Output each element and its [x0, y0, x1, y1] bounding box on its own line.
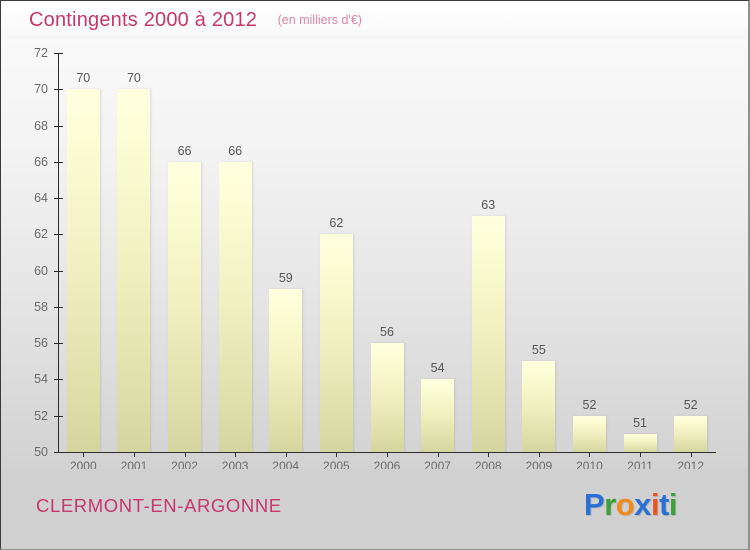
bar-value-label: 70: [76, 71, 91, 86]
bar-value-label: 66: [228, 143, 243, 158]
x-tick-mark: [133, 452, 135, 457]
y-tick-mark: 56: [34, 336, 63, 350]
bar-value-label: 66: [177, 143, 192, 158]
bar: [522, 361, 556, 452]
logo-letter: x: [634, 487, 651, 522]
commune-name: CLERMONT-EN-ARGONNE: [36, 495, 282, 516]
bar: [674, 415, 708, 452]
bar-value-label: 70: [126, 71, 141, 86]
y-tick-label: 52: [34, 408, 48, 423]
bar: [117, 89, 151, 452]
y-tick-label: 56: [34, 336, 48, 351]
title-row: Contingents 2000 à 2012 (en milliers d'€…: [29, 9, 362, 32]
y-tick-mark: 60: [34, 264, 63, 278]
y-tick-mark: 50: [34, 445, 63, 459]
y-tick-mark: 58: [34, 300, 63, 314]
y-tick-mark: 66: [34, 155, 63, 169]
x-tick-mark: [690, 452, 692, 457]
bar: [66, 89, 100, 452]
logo-letter: P: [584, 487, 605, 522]
bar: [319, 234, 353, 452]
x-tick-mark: [83, 452, 85, 457]
plot-frame: 50 52 54 56 58 60 62 64 66 68 70 72 2000 2001 2002 200…: [1, 39, 748, 473]
x-tick-mark: [235, 452, 237, 457]
logo-letter: o: [615, 487, 635, 522]
y-tick-mark: 52: [34, 409, 63, 423]
bar: [471, 216, 505, 452]
plot-area: 50 52 54 56 58 60 62 64 66 68 70 72 2000 2001 2002 200…: [34, 46, 716, 473]
logo-letter: r: [604, 487, 616, 522]
chart-footer: CLERMONT-EN-ARGONNE Proxiti: [1, 469, 748, 549]
y-tick-label: 68: [34, 118, 48, 133]
x-tick-mark: [538, 452, 540, 457]
bar-value-label: 52: [582, 397, 597, 412]
bar: [168, 161, 202, 452]
y-tick-label: 58: [34, 299, 48, 314]
bar: [623, 433, 657, 452]
bar: [572, 415, 606, 452]
y-tick-mark: 54: [34, 372, 63, 386]
logo-letter: t: [659, 487, 669, 522]
y-tick-mark: 68: [34, 119, 63, 133]
logo-letter: i: [650, 487, 660, 522]
y-tick-label: 70: [34, 82, 48, 97]
y-tick-label: 60: [34, 263, 48, 278]
bar-value-label: 59: [278, 270, 293, 285]
bar-value-label: 54: [430, 361, 445, 376]
y-tick-label: 54: [34, 372, 48, 387]
bar-value-label: 56: [380, 325, 394, 340]
chart-subtitle: (en milliers d'€): [277, 13, 362, 27]
bar: [218, 161, 252, 452]
x-tick-mark: [640, 452, 642, 457]
bar-value-label: 51: [633, 415, 648, 430]
y-tick-label: 66: [34, 154, 48, 169]
y-tick-label: 64: [34, 191, 48, 206]
bar: [370, 343, 404, 452]
proxiti-logo[interactable]: Proxiti: [584, 487, 678, 523]
x-tick-mark: [589, 452, 591, 457]
x-tick-mark: [184, 452, 186, 457]
y-tick-mark: 72: [34, 46, 63, 60]
y-tick-label: 62: [34, 227, 48, 242]
bar-value-label: 52: [683, 397, 698, 412]
bar: [269, 288, 303, 452]
x-tick-mark: [488, 452, 490, 457]
x-tick-mark: [285, 452, 287, 457]
chart-header: Contingents 2000 à 2012 (en milliers d'€…: [1, 1, 748, 39]
x-tick-mark: [437, 452, 439, 457]
y-tick-mark: 70: [34, 82, 63, 96]
bar-value-label: 62: [329, 216, 344, 231]
bar-value-label: 63: [481, 198, 496, 213]
y-tick-mark: 64: [34, 191, 63, 205]
page-title: Contingents 2000 à 2012: [29, 9, 258, 31]
y-tick-label: 72: [34, 46, 48, 60]
y-tick-mark: 62: [34, 227, 63, 241]
y-axis-line: [58, 53, 59, 452]
bar-value-label: 55: [531, 343, 546, 358]
x-tick-mark: [387, 452, 388, 457]
logo-letter: i: [668, 487, 678, 522]
bar: [421, 379, 455, 452]
x-tick-mark: [336, 452, 338, 457]
y-tick-label: 50: [34, 445, 48, 459]
